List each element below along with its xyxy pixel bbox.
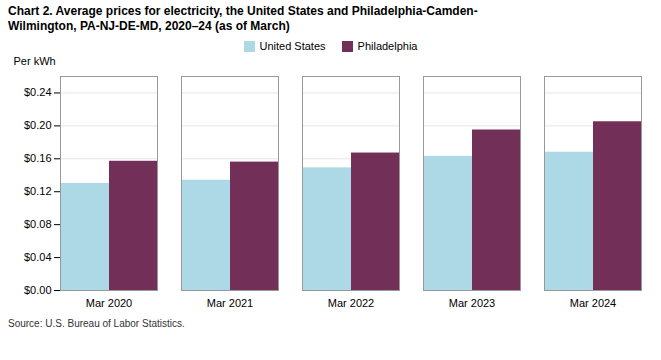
svg-text:Per kWh: Per kWh xyxy=(14,55,56,67)
html-text:Source: U.S. Bureau of Labor S: Source: U.S. Bureau of Labor Statistics. xyxy=(8,318,185,329)
svg-text:$0.20: $0.20 xyxy=(24,119,52,131)
html-text:United States: United States xyxy=(259,40,326,52)
svg-text:$0.16: $0.16 xyxy=(24,152,52,164)
svg-text:Mar 2023: Mar 2023 xyxy=(449,297,495,309)
svg-text:$0.00: $0.00 xyxy=(24,284,52,296)
svg-text:$0.24: $0.24 xyxy=(24,86,52,98)
svg-text:Mar 2021: Mar 2021 xyxy=(207,297,253,309)
svg-text:$0.08: $0.08 xyxy=(24,218,52,230)
svg-text:Mar 2020: Mar 2020 xyxy=(86,297,132,309)
svg-text:$0.12: $0.12 xyxy=(24,185,52,197)
html-text:Wilmington, PA-NJ-DE-MD, 2020–: Wilmington, PA-NJ-DE-MD, 2020–24 (as of … xyxy=(8,19,290,33)
html-text:Chart 2. Average prices for el: Chart 2. Average prices for electricity,… xyxy=(8,4,478,18)
svg-text:Mar 2022: Mar 2022 xyxy=(328,297,374,309)
svg-text:$0.04: $0.04 xyxy=(24,251,52,263)
html-text:Philadelphia: Philadelphia xyxy=(357,40,418,52)
svg-text:Mar 2024: Mar 2024 xyxy=(570,297,616,309)
